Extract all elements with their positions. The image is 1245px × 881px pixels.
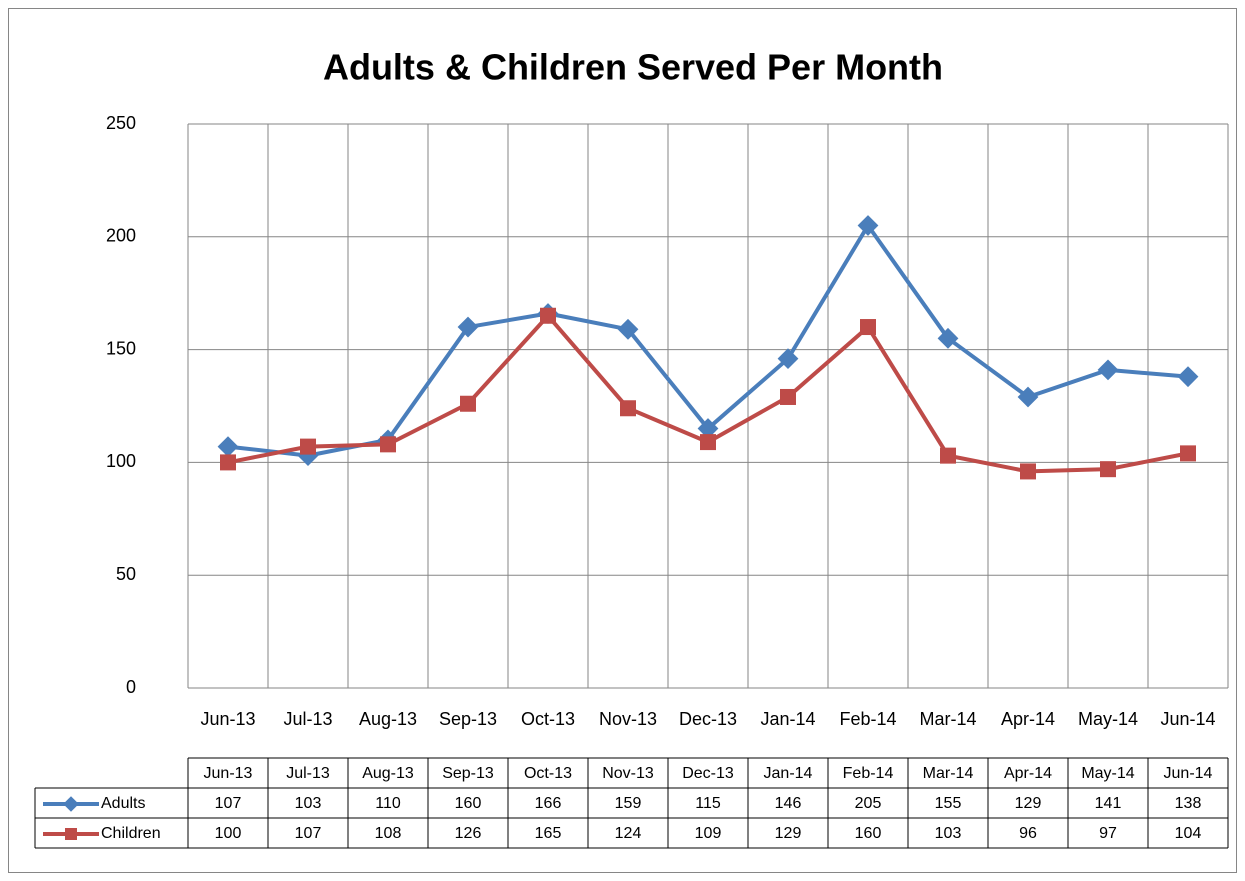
marker bbox=[617, 318, 639, 340]
marker bbox=[457, 316, 479, 338]
table-value: 103 bbox=[935, 825, 962, 842]
table-value: 129 bbox=[775, 825, 802, 842]
legend-label: Children bbox=[101, 825, 161, 842]
table-header: Aug-13 bbox=[362, 765, 414, 782]
table-value: 115 bbox=[695, 795, 721, 812]
marker bbox=[700, 434, 716, 451]
y-tick-label: 50 bbox=[116, 564, 136, 584]
table-value: 109 bbox=[695, 825, 722, 842]
x-tick-label: Sep-13 bbox=[439, 709, 497, 729]
table-value: 159 bbox=[615, 795, 642, 812]
table-value: 126 bbox=[455, 825, 482, 842]
chart-border bbox=[8, 8, 1237, 873]
table-value: 166 bbox=[535, 795, 562, 812]
table-value: 165 bbox=[535, 825, 562, 842]
marker bbox=[217, 436, 239, 458]
table-value: 107 bbox=[295, 825, 322, 842]
table-header: Jun-14 bbox=[1164, 765, 1213, 782]
x-tick-label: Feb-14 bbox=[839, 709, 896, 729]
table-header: May-14 bbox=[1081, 765, 1134, 782]
table-header: Dec-13 bbox=[682, 765, 734, 782]
x-tick-label: May-14 bbox=[1078, 709, 1138, 729]
table-header: Jul-13 bbox=[286, 765, 330, 782]
marker bbox=[63, 796, 79, 812]
marker bbox=[65, 828, 77, 840]
table-header: Jan-14 bbox=[764, 765, 813, 782]
marker bbox=[300, 438, 316, 455]
y-tick-label: 150 bbox=[106, 338, 136, 358]
marker bbox=[1097, 359, 1119, 381]
table-value: 129 bbox=[1015, 795, 1042, 812]
marker bbox=[777, 348, 799, 370]
marker bbox=[540, 307, 556, 324]
x-tick-label: Mar-14 bbox=[919, 709, 976, 729]
table-value: 96 bbox=[1019, 825, 1037, 842]
table-value: 141 bbox=[1095, 795, 1122, 812]
marker bbox=[940, 447, 956, 464]
table-value: 124 bbox=[615, 825, 642, 842]
x-tick-label: Aug-13 bbox=[359, 709, 417, 729]
table-value: 97 bbox=[1099, 825, 1117, 842]
marker bbox=[380, 436, 396, 453]
x-tick-label: Oct-13 bbox=[521, 709, 575, 729]
marker bbox=[1100, 461, 1116, 478]
table-header: Jun-13 bbox=[204, 765, 253, 782]
marker bbox=[1020, 463, 1036, 480]
table-value: 138 bbox=[1175, 795, 1202, 812]
x-tick-label: Jun-13 bbox=[200, 709, 255, 729]
table-value: 104 bbox=[1175, 825, 1202, 842]
legend-label: Adults bbox=[101, 795, 145, 812]
table-value: 107 bbox=[215, 795, 242, 812]
table-header: Mar-14 bbox=[923, 765, 974, 782]
table-header: Sep-13 bbox=[442, 765, 494, 782]
marker bbox=[460, 395, 476, 412]
marker bbox=[1180, 445, 1196, 462]
marker bbox=[857, 215, 879, 236]
table-header: Feb-14 bbox=[843, 765, 894, 782]
x-tick-label: Dec-13 bbox=[679, 709, 737, 729]
marker bbox=[1177, 366, 1199, 388]
y-tick-label: 100 bbox=[106, 451, 136, 471]
table-header: Nov-13 bbox=[602, 765, 654, 782]
table-value: 146 bbox=[775, 795, 802, 812]
marker bbox=[697, 418, 719, 439]
table-value: 205 bbox=[855, 795, 882, 812]
marker bbox=[1017, 386, 1039, 408]
y-tick-label: 0 bbox=[126, 677, 136, 697]
y-tick-label: 250 bbox=[106, 113, 136, 133]
chart-title: Adults & Children Served Per Month bbox=[323, 47, 943, 88]
x-tick-label: Jun-14 bbox=[1160, 709, 1215, 729]
marker bbox=[780, 388, 796, 405]
table-value: 108 bbox=[375, 825, 402, 842]
table-header: Apr-14 bbox=[1004, 765, 1052, 782]
marker bbox=[937, 327, 959, 349]
table-header: Oct-13 bbox=[524, 765, 572, 782]
marker bbox=[620, 400, 636, 417]
table-value: 103 bbox=[295, 795, 322, 812]
marker bbox=[860, 319, 876, 336]
table-value: 110 bbox=[375, 795, 401, 812]
table-value: 155 bbox=[935, 795, 962, 812]
y-tick-label: 200 bbox=[106, 226, 136, 246]
table-value: 160 bbox=[855, 825, 882, 842]
table-value: 160 bbox=[455, 795, 482, 812]
x-tick-label: Jul-13 bbox=[283, 709, 332, 729]
x-tick-label: Nov-13 bbox=[599, 709, 657, 729]
x-tick-label: Jan-14 bbox=[760, 709, 815, 729]
marker bbox=[220, 454, 236, 471]
x-tick-label: Apr-14 bbox=[1001, 709, 1055, 729]
table-value: 100 bbox=[215, 825, 242, 842]
